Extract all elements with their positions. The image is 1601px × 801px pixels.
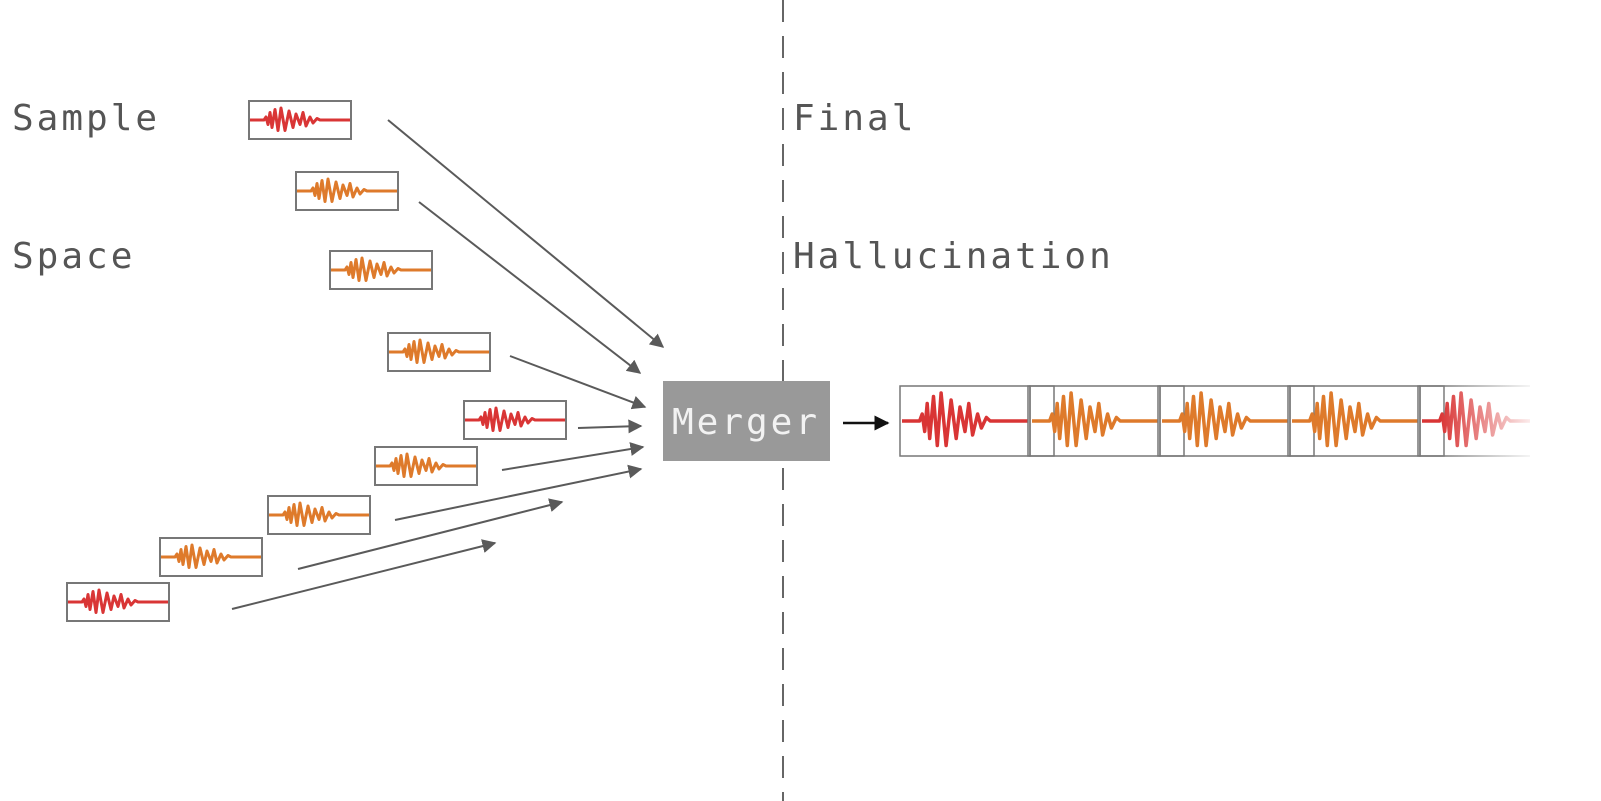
- sample-box-orange: [267, 495, 371, 535]
- final-hallucination-line1: Final: [793, 98, 917, 139]
- sample-box-red: [66, 582, 170, 622]
- fade-overlay: [1440, 382, 1540, 460]
- sample-waveform: [389, 338, 489, 364]
- sample-space-line1: Sample: [12, 98, 161, 139]
- flow-arrow: [577, 419, 643, 434]
- sample-box-orange: [295, 171, 399, 211]
- sample-space-line2: Space: [12, 236, 136, 277]
- final-hallucination-label: Final Hallucination: [793, 4, 1114, 326]
- flow-arrow: [509, 355, 647, 410]
- flow-arrow: [418, 201, 642, 374]
- merger-label: Merger: [672, 402, 820, 443]
- sample-space-label: Sample Space: [12, 4, 160, 326]
- flow-arrow: [501, 442, 645, 471]
- final-hallucination-strip: [899, 382, 1601, 460]
- sample-box-orange: [159, 537, 263, 577]
- hallucination-waveform: [902, 391, 1028, 448]
- fade-tail: [1530, 382, 1601, 460]
- sample-box-orange: [387, 332, 491, 372]
- merger-block: Merger: [663, 381, 830, 461]
- arrows-layer: [231, 119, 665, 610]
- sample-box-orange: [329, 250, 433, 290]
- hallucination-waveform: [1162, 391, 1288, 448]
- final-hallucination-line2: Hallucination: [793, 236, 1114, 277]
- sample-waveform: [68, 588, 168, 614]
- flow-arrow: [297, 498, 564, 570]
- flow-arrow: [394, 464, 643, 521]
- hallucination-segment-orange: [1287, 385, 1421, 457]
- sample-box-red: [248, 100, 352, 140]
- sample-waveform: [465, 406, 565, 432]
- sample-waveform: [376, 452, 476, 478]
- sample-waveform: [161, 543, 261, 569]
- samples-layer: [66, 100, 567, 622]
- flow-arrow: [231, 539, 497, 610]
- sample-box-orange: [374, 446, 478, 486]
- merger-box: [663, 381, 830, 461]
- sample-waveform: [297, 177, 397, 203]
- hallucination-waveform: [1032, 391, 1158, 448]
- sample-waveform: [250, 106, 350, 132]
- hallucination-segment-orange: [1157, 385, 1291, 457]
- hallucination-segment-orange: [1027, 385, 1161, 457]
- sample-box-red: [463, 400, 567, 440]
- hallucination-waveform: [1292, 391, 1418, 448]
- sample-waveform: [269, 501, 369, 527]
- sample-waveform: [331, 256, 431, 282]
- flow-arrow: [387, 119, 665, 348]
- hallucination-segment-red: [899, 385, 1031, 457]
